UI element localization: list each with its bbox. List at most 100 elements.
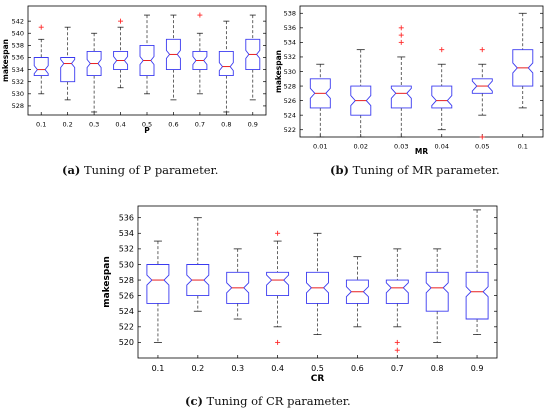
- x-tick-label: 0.9: [471, 364, 484, 373]
- y-tick-label: 538: [12, 42, 24, 50]
- y-tick-label: 530: [284, 68, 296, 76]
- y-tick-label: 540: [12, 30, 24, 38]
- box-body: [385, 279, 409, 304]
- x-tick-label: 0.1: [152, 364, 165, 373]
- box-body: [306, 271, 329, 304]
- box-body: [146, 264, 170, 304]
- box-body: [113, 50, 129, 71]
- box-body: [86, 50, 102, 77]
- y-tick-label: 530: [119, 260, 134, 269]
- outlier-marker: [398, 39, 404, 45]
- y-tick-label: 538: [284, 10, 296, 18]
- box-body: [266, 271, 290, 297]
- caption-b-text: Tuning of MR parameter.: [348, 163, 500, 177]
- box-body: [390, 85, 412, 109]
- y-tick-label: 520: [119, 338, 134, 347]
- y-tick-label: 528: [284, 82, 296, 90]
- caption-a-letter: (a): [62, 163, 81, 177]
- y-tick-label: 524: [284, 111, 296, 119]
- x-tick-label: 0.7: [391, 364, 404, 373]
- y-axis-label: makespan: [274, 50, 283, 93]
- outlier-marker: [275, 230, 281, 236]
- x-axis-label: MR: [415, 147, 428, 156]
- caption-c-text: Tuning of CR parameter.: [202, 394, 351, 408]
- y-tick-label: 528: [12, 102, 24, 110]
- y-tick-label: 536: [12, 54, 24, 62]
- caption-c-letter: (c): [185, 394, 203, 408]
- y-tick-label: 542: [12, 17, 24, 25]
- outlier-marker: [479, 47, 485, 53]
- box-body: [33, 57, 49, 77]
- x-tick-label: 0.5: [142, 121, 152, 129]
- y-tick-label: 534: [119, 229, 134, 238]
- y-tick-label: 534: [12, 66, 24, 74]
- box-body: [425, 271, 449, 312]
- y-tick-label: 532: [119, 245, 134, 254]
- x-tick-label: 0.02: [354, 143, 368, 151]
- x-tick-label: 0.05: [475, 143, 489, 151]
- plot-frame: [299, 5, 544, 138]
- y-tick-label: 526: [119, 291, 134, 300]
- outlier-marker: [394, 339, 400, 345]
- y-tick-label: 522: [119, 323, 134, 332]
- outlier-marker: [197, 12, 203, 18]
- x-tick-label: 0.8: [431, 364, 444, 373]
- y-axis-label: makespan: [1, 39, 10, 82]
- outlier-marker: [398, 32, 404, 38]
- x-tick-label: 0.4: [115, 121, 125, 129]
- x-tick-label: 0.3: [231, 364, 244, 373]
- caption-c: (c) Tuning of CR parameter.: [185, 394, 351, 408]
- x-tick-label: 0.04: [435, 143, 449, 151]
- x-tick-label: 0.1: [36, 121, 46, 129]
- x-tick-label: 0.6: [351, 364, 364, 373]
- outlier-marker: [439, 47, 445, 53]
- outlier-marker: [398, 25, 404, 31]
- box-body: [512, 49, 534, 87]
- box-body: [345, 279, 369, 304]
- boxplot-panel-c: 520 522 524 526 528 530 532 534 536 0.1 0.2 0.3 0.4 0…: [102, 205, 498, 384]
- x-axis-label: CR: [311, 374, 325, 384]
- outlier-marker: [118, 18, 124, 24]
- caption-b: (b) Tuning of MR parameter.: [330, 163, 500, 177]
- y-tick-label: 524: [119, 307, 134, 316]
- x-tick-label: 0.8: [221, 121, 231, 129]
- x-axis-label: P: [144, 126, 150, 135]
- boxplot-panel-a: 528 530 532 534 536 538 540 542 0.1 0.2 0.3 0.4 0.5 0…: [1, 5, 267, 135]
- y-tick-label: 532: [12, 78, 24, 86]
- caption-b-letter: (b): [330, 163, 349, 177]
- x-tick-label: 0.6: [168, 121, 178, 129]
- outlier-marker: [394, 347, 400, 353]
- y-tick-label: 526: [284, 97, 296, 105]
- box-body: [139, 44, 155, 77]
- x-tick-label: 0.5: [311, 364, 324, 373]
- plot-frame: [137, 205, 498, 359]
- y-tick-label: 534: [284, 39, 296, 47]
- box-body: [245, 38, 261, 71]
- y-tick-label: 522: [284, 126, 296, 134]
- box-body: [226, 271, 250, 304]
- outlier-marker: [275, 339, 281, 345]
- box-body: [309, 78, 331, 109]
- x-tick-label: 0.3: [89, 121, 99, 129]
- box-body: [60, 57, 76, 83]
- box-body: [471, 78, 493, 94]
- box-body: [192, 50, 208, 71]
- box-body: [218, 50, 234, 77]
- y-tick-label: 536: [119, 213, 134, 222]
- box-body: [350, 85, 372, 116]
- y-axis-label: makespan: [102, 256, 112, 308]
- box-body: [165, 38, 181, 71]
- box-body: [186, 264, 210, 297]
- outlier-marker: [38, 24, 44, 30]
- box-body: [465, 271, 489, 320]
- caption-a-text: Tuning of P parameter.: [80, 163, 219, 177]
- x-tick-label: 0.01: [313, 143, 327, 151]
- outlier-marker: [479, 134, 485, 140]
- x-tick-label: 0.03: [394, 143, 408, 151]
- y-tick-label: 536: [284, 24, 296, 32]
- x-tick-label: 0.2: [191, 364, 204, 373]
- y-tick-label: 528: [119, 276, 134, 285]
- x-tick-label: 0.4: [271, 364, 284, 373]
- y-tick-label: 532: [284, 53, 296, 61]
